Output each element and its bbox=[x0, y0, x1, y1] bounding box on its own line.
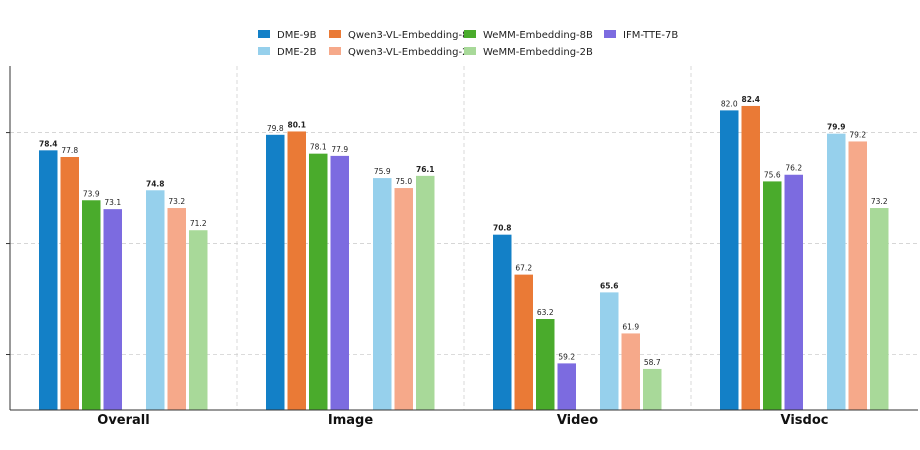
legend-item-wemm-embedding-2b: WeMM-Embedding-2B bbox=[464, 47, 593, 58]
bar-dme-2b-image bbox=[373, 178, 392, 410]
legend-item-dme-9b: DME-9B bbox=[258, 30, 317, 41]
legend-swatch bbox=[464, 30, 476, 38]
value-label: 79.2 bbox=[849, 130, 866, 139]
bar-dme-9b-overall bbox=[39, 150, 58, 410]
legend-item-dme-2b: DME-2B bbox=[258, 47, 317, 58]
legend-label: DME-9B bbox=[277, 30, 317, 41]
legend-label: IFM-TTE-7B bbox=[623, 30, 678, 41]
bar-qwen3-vl-embedding-2b-video bbox=[621, 333, 640, 410]
bar-dme-2b-video bbox=[600, 292, 619, 410]
value-label: 65.6 bbox=[600, 281, 619, 290]
category-label-image: Image bbox=[328, 413, 373, 428]
value-label: 77.9 bbox=[331, 145, 348, 154]
legend-swatch bbox=[464, 47, 476, 55]
legend-swatch bbox=[329, 47, 341, 55]
value-label: 78.4 bbox=[39, 139, 58, 148]
bar-dme-9b-video bbox=[493, 234, 512, 410]
bar-qwen3-vl-embedding-2b-visdoc bbox=[848, 141, 867, 410]
bar-qwen3-vl-embedding-8b-image bbox=[287, 131, 306, 411]
legend-item-ifm-tte-7b: IFM-TTE-7B bbox=[604, 30, 678, 41]
category-labels: Overall Image Video Visdoc bbox=[97, 413, 828, 428]
bars bbox=[39, 105, 889, 411]
bar-qwen3-vl-embedding-2b-overall bbox=[167, 208, 186, 410]
bar-qwen3-vl-embedding-8b-overall bbox=[60, 156, 79, 410]
value-label: 75.0 bbox=[395, 177, 412, 186]
legend-label: Qwen3-VL-Embedding-8B bbox=[348, 30, 475, 41]
bar-qwen3-vl-embedding-8b-video bbox=[514, 274, 533, 410]
bar-dme-9b-image bbox=[266, 134, 285, 411]
axes bbox=[6, 66, 918, 411]
value-label: 80.1 bbox=[287, 120, 306, 129]
value-label: 61.9 bbox=[622, 322, 639, 331]
value-label: 58.7 bbox=[644, 358, 661, 367]
legend-item-qwen3-vl-embedding-8b: Qwen3-VL-Embedding-8B bbox=[329, 30, 475, 41]
value-label: 71.2 bbox=[190, 219, 207, 228]
bar-dme-2b-visdoc bbox=[827, 133, 846, 411]
legend-label: Qwen3-VL-Embedding-2B bbox=[348, 47, 475, 58]
bar-qwen3-vl-embedding-2b-image bbox=[394, 188, 413, 410]
category-label-video: Video bbox=[557, 413, 598, 428]
value-label: 74.8 bbox=[146, 179, 165, 188]
bar-wemm-embedding-8b-video bbox=[536, 319, 555, 410]
value-label: 73.1 bbox=[104, 198, 121, 207]
legend-swatch bbox=[258, 30, 270, 38]
bar-wemm-embedding-2b-visdoc bbox=[870, 208, 889, 410]
legend-item-qwen3-vl-embedding-2b: Qwen3-VL-Embedding-2B bbox=[329, 47, 475, 58]
value-label: 79.8 bbox=[267, 124, 284, 133]
bar-ifm-tte-7b-overall bbox=[103, 209, 122, 410]
value-label: 75.6 bbox=[764, 170, 781, 179]
value-label: 79.9 bbox=[827, 123, 846, 132]
bar-qwen3-vl-embedding-8b-visdoc bbox=[741, 105, 760, 410]
value-label: 78.1 bbox=[310, 143, 327, 152]
bar-ifm-tte-7b-video bbox=[557, 363, 576, 410]
value-label: 63.2 bbox=[537, 308, 554, 317]
legend-label: DME-2B bbox=[277, 47, 317, 58]
value-label: 76.1 bbox=[416, 165, 435, 174]
bar-wemm-embedding-8b-overall bbox=[82, 200, 101, 410]
value-label: 59.2 bbox=[558, 352, 575, 361]
legend-swatch bbox=[329, 30, 341, 38]
legend-swatch bbox=[258, 47, 270, 55]
category-label-overall: Overall bbox=[97, 413, 149, 428]
bar-ifm-tte-7b-image bbox=[330, 155, 349, 410]
legend-label: WeMM-Embedding-8B bbox=[483, 30, 593, 41]
value-label: 75.9 bbox=[374, 167, 391, 176]
bar-wemm-embedding-2b-image bbox=[416, 175, 435, 410]
bar-wemm-embedding-8b-image bbox=[309, 153, 328, 410]
value-label: 70.8 bbox=[493, 224, 512, 233]
legend-item-wemm-embedding-8b: WeMM-Embedding-8B bbox=[464, 30, 593, 41]
value-label: 82.0 bbox=[721, 99, 738, 108]
bar-dme-9b-visdoc bbox=[720, 110, 739, 411]
value-label: 73.2 bbox=[871, 197, 888, 206]
bar-wemm-embedding-2b-overall bbox=[189, 230, 208, 410]
legend-swatch bbox=[604, 30, 616, 38]
bar-wemm-embedding-8b-visdoc bbox=[763, 181, 782, 410]
bar-dme-2b-overall bbox=[146, 190, 165, 410]
value-label: 73.2 bbox=[168, 197, 185, 206]
legend: DME-9B Qwen3-VL-Embedding-8B WeMM-Embeddin… bbox=[258, 30, 678, 58]
category-label-visdoc: Visdoc bbox=[781, 413, 829, 428]
value-label: 82.4 bbox=[741, 95, 760, 104]
value-label: 77.8 bbox=[61, 146, 78, 155]
value-label: 67.2 bbox=[515, 264, 532, 273]
legend-label: WeMM-Embedding-2B bbox=[483, 47, 593, 58]
bar-wemm-embedding-2b-video bbox=[643, 368, 662, 410]
bar-ifm-tte-7b-visdoc bbox=[784, 174, 803, 410]
value-label: 73.9 bbox=[83, 189, 100, 198]
value-labels: 78.477.873.973.174.873.271.279.8 80.178.1… bbox=[39, 95, 888, 367]
value-label: 76.2 bbox=[785, 164, 802, 173]
